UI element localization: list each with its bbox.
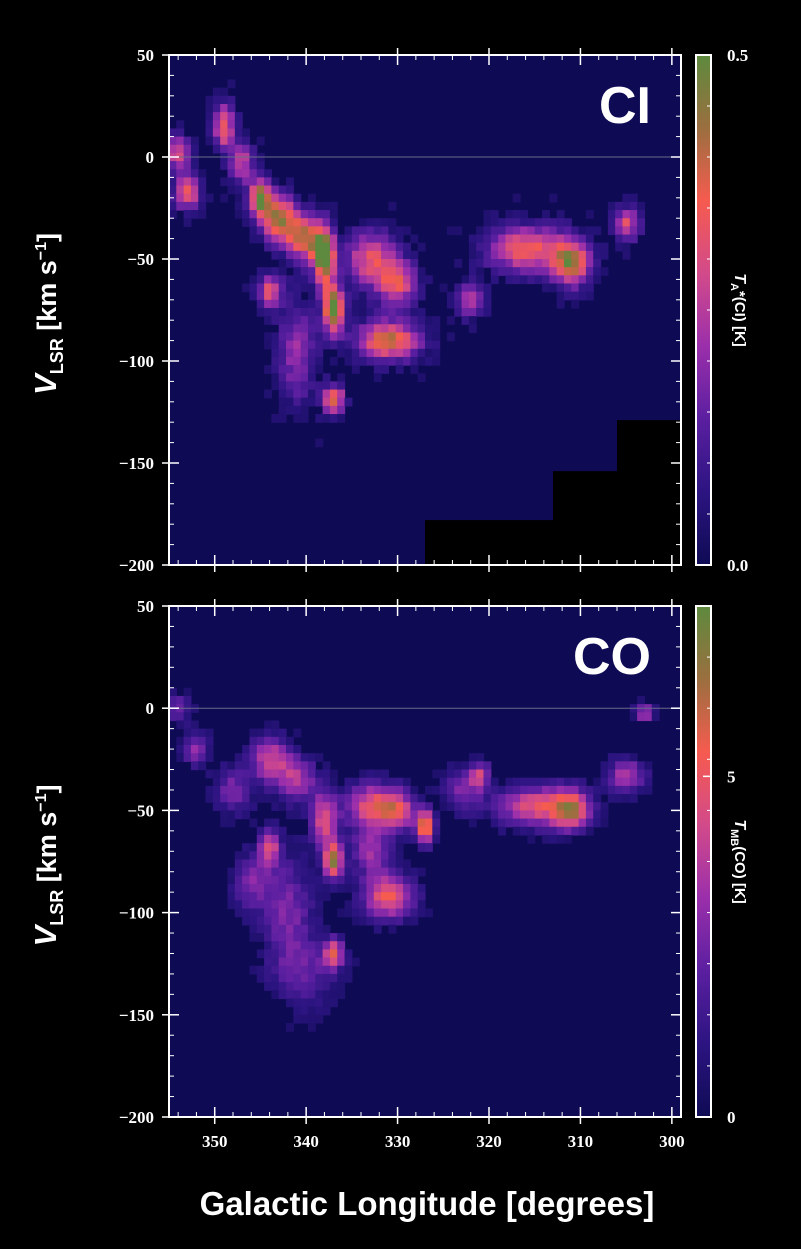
y-tick-label: −200 xyxy=(119,556,154,575)
colorbar-tick-label: 0.0 xyxy=(727,556,748,575)
y-tick-label: 0 xyxy=(146,699,155,718)
colorbar-title: TA*(CI) [K] xyxy=(728,273,748,347)
heatmap xyxy=(169,606,681,1117)
x-tick-label: 330 xyxy=(385,1132,411,1151)
x-tick-label: 340 xyxy=(293,1132,319,1151)
y-tick-label: 50 xyxy=(137,46,154,65)
colorbar-title: TMB(CO) [K] xyxy=(728,819,748,903)
plot-frame xyxy=(168,54,682,566)
co-panel: 350 340 330 320 310 300500−50−100−150−200COVL… xyxy=(28,597,748,1151)
y-tick-label: −150 xyxy=(119,454,154,473)
panel-label: CO xyxy=(573,628,651,686)
y-tick-label: −100 xyxy=(119,352,154,371)
y-tick-label: −100 xyxy=(119,904,154,923)
y-tick-label: 50 xyxy=(137,597,154,616)
heatmap xyxy=(169,55,681,565)
x-tick-label: 300 xyxy=(659,1132,685,1151)
no-data-mask xyxy=(617,420,681,565)
y-tick-label: −50 xyxy=(127,801,154,820)
y-axis-title: VLSR [km s−1] xyxy=(28,785,67,947)
x-tick-label: 350 xyxy=(202,1132,228,1151)
y-axis-title: VLSR [km s−1] xyxy=(28,233,67,395)
colorbar-tick-label: 0.5 xyxy=(727,46,748,65)
y-tick-label: 0 xyxy=(146,148,155,167)
panel-label: CI xyxy=(599,77,651,135)
ci-panel: 50 0 −50 −100 −150 −200 CI VLSR [km s−1] 0.0 0.5 T… xyxy=(28,46,748,575)
x-tick-label: 310 xyxy=(568,1132,594,1151)
y-tick-label: −150 xyxy=(119,1006,154,1025)
plot-frame xyxy=(168,605,682,1118)
colorbar-tick-label: 0 xyxy=(727,1108,736,1127)
x-axis-title: Galactic Longitude [degrees] xyxy=(200,1185,655,1222)
x-tick-label: 320 xyxy=(476,1132,502,1151)
y-tick-label: −50 xyxy=(127,250,154,269)
colorbar-tick-label: 5 xyxy=(727,767,736,786)
y-tick-label: −200 xyxy=(119,1108,154,1127)
